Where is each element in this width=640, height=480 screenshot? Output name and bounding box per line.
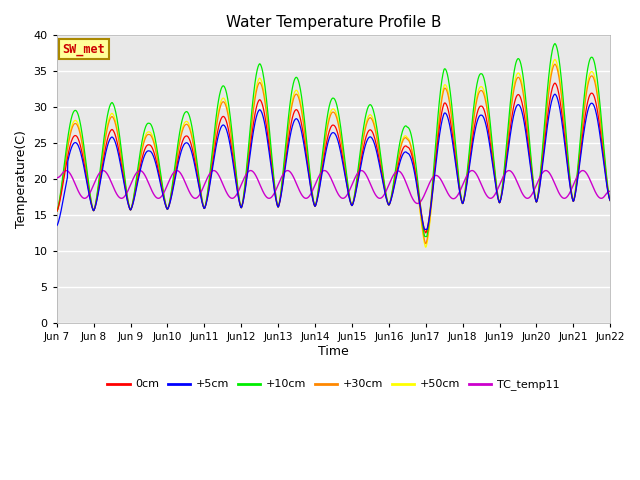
Text: SW_met: SW_met: [62, 43, 105, 56]
Legend: 0cm, +5cm, +10cm, +30cm, +50cm, TC_temp11: 0cm, +5cm, +10cm, +30cm, +50cm, TC_temp1…: [103, 375, 564, 395]
Y-axis label: Temperature(C): Temperature(C): [15, 130, 28, 228]
Title: Water Temperature Profile B: Water Temperature Profile B: [226, 15, 441, 30]
X-axis label: Time: Time: [318, 345, 349, 358]
